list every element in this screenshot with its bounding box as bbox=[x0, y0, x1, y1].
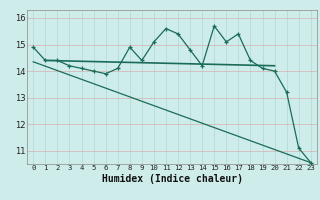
X-axis label: Humidex (Indice chaleur): Humidex (Indice chaleur) bbox=[101, 174, 243, 184]
